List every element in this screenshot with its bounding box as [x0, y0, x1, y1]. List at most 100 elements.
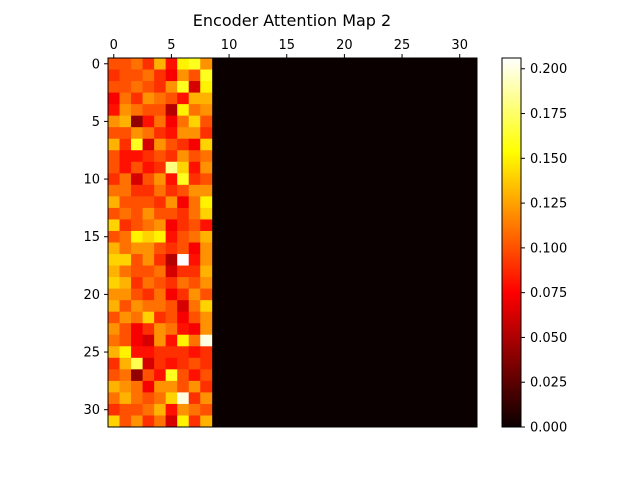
- heatmap-cell: [131, 207, 143, 220]
- heatmap-cell: [154, 265, 167, 278]
- heatmap-cell: [188, 92, 201, 105]
- heatmap-cell: [131, 161, 143, 174]
- y-tick-label: 15: [83, 230, 100, 245]
- heatmap-cell: [154, 242, 167, 255]
- heatmap-cell: [108, 219, 120, 232]
- heatmap-cell: [131, 69, 143, 82]
- heatmap-cell: [119, 104, 132, 117]
- heatmap-cell: [142, 265, 155, 278]
- heatmap-cell: [131, 138, 143, 151]
- heatmap-cell: [188, 277, 201, 290]
- heatmap-cell: [108, 392, 120, 405]
- heatmap-cell: [200, 311, 213, 324]
- heatmap-cell: [154, 311, 167, 324]
- heatmap-cell: [142, 415, 155, 428]
- heatmap-cell: [177, 58, 190, 70]
- heatmap-cell: [154, 184, 167, 197]
- heatmap-cell: [142, 277, 155, 290]
- heatmap-cell: [188, 115, 201, 128]
- heatmap-cell: [131, 81, 143, 93]
- heatmap-cell: [188, 150, 201, 163]
- y-tick-label: 25: [83, 346, 100, 361]
- heatmap-cell: [108, 150, 120, 163]
- heatmap-cell: [165, 58, 178, 70]
- heatmap-cell: [154, 369, 167, 382]
- heatmap-cell: [165, 323, 178, 336]
- x-tick-label: 15: [278, 38, 295, 53]
- heatmap-cell: [131, 369, 143, 382]
- heatmap-cell: [188, 369, 201, 382]
- heatmap-cell: [200, 323, 213, 336]
- heatmap-cell: [119, 219, 132, 232]
- heatmap-cell: [131, 127, 143, 140]
- heatmap-cell: [131, 173, 143, 186]
- heatmap-cell: [154, 69, 167, 82]
- heatmap-cell: [119, 207, 132, 220]
- heatmap-cell: [188, 403, 201, 416]
- heatmap-cell: [119, 150, 132, 163]
- heatmap-cell: [200, 357, 213, 370]
- heatmap-cell: [177, 184, 190, 197]
- heatmap-cell: [200, 380, 213, 393]
- heatmap-cell: [165, 380, 178, 393]
- heatmap-cell: [177, 69, 190, 82]
- heatmap-cell: [154, 230, 167, 243]
- heatmap-cell: [188, 334, 201, 347]
- heatmap-cell: [200, 69, 213, 82]
- heatmap-cell: [188, 138, 201, 151]
- heatmap-cell: [142, 127, 155, 140]
- heatmap-cell: [188, 104, 201, 117]
- y-tick-label: 10: [83, 173, 100, 188]
- heatmap-cell: [119, 196, 132, 209]
- heatmap-cell: [142, 346, 155, 359]
- heatmap-cell: [200, 415, 213, 428]
- heatmap-cell: [200, 300, 213, 313]
- heatmap-cell: [108, 265, 120, 278]
- heatmap-cell: [131, 230, 143, 243]
- heatmap-cell: [188, 69, 201, 82]
- colorbar-tick-label: 0.025: [530, 376, 567, 391]
- heatmap-cell: [177, 346, 190, 359]
- x-tick-label: 30: [451, 38, 468, 53]
- heatmap-cell: [108, 161, 120, 174]
- heatmap-cell: [119, 277, 132, 290]
- heatmap-cell: [108, 138, 120, 151]
- heatmap-cell: [165, 69, 178, 82]
- heatmap-cell: [108, 277, 120, 290]
- heatmap-cell: [108, 380, 120, 393]
- heatmap-cell: [165, 115, 178, 128]
- heatmap-cell: [142, 369, 155, 382]
- heatmap-cell: [119, 230, 132, 243]
- heatmap-cell: [177, 392, 190, 405]
- x-tick-label: 10: [221, 38, 238, 53]
- heatmap-cell: [154, 115, 167, 128]
- heatmap-cell: [142, 161, 155, 174]
- heatmap-cell: [154, 277, 167, 290]
- heatmap-cell: [108, 403, 120, 416]
- heatmap-cell: [108, 127, 120, 140]
- heatmap-cell: [177, 104, 190, 117]
- heatmap-cell: [165, 173, 178, 186]
- heatmap-cell: [188, 173, 201, 186]
- heatmap-cell: [131, 104, 143, 117]
- heatmap-cell: [142, 380, 155, 393]
- heatmap-cell: [154, 380, 167, 393]
- heatmap-cell: [177, 115, 190, 128]
- heatmap-cell: [177, 230, 190, 243]
- colorbar: 0.000 0.025 0.050 0.075 0.100 0.125 0.150 0.175…: [501, 57, 567, 436]
- heatmap-cell: [154, 196, 167, 209]
- heatmap-cell: [142, 300, 155, 313]
- heatmap-cell: [165, 300, 178, 313]
- heatmap-cell: [154, 81, 167, 93]
- heatmap-cell: [108, 311, 120, 324]
- heatmap-cell: [131, 58, 143, 70]
- heatmap-cell: [119, 81, 132, 93]
- heatmap-cell: [119, 346, 132, 359]
- heatmap-cell: [200, 403, 213, 416]
- heatmap-cell: [165, 254, 178, 266]
- heatmap-cell: [188, 196, 201, 209]
- heatmap-cell: [142, 288, 155, 301]
- heatmap-cell: [131, 242, 143, 255]
- heatmap-cell: [154, 104, 167, 117]
- heatmap-cell: [131, 184, 143, 197]
